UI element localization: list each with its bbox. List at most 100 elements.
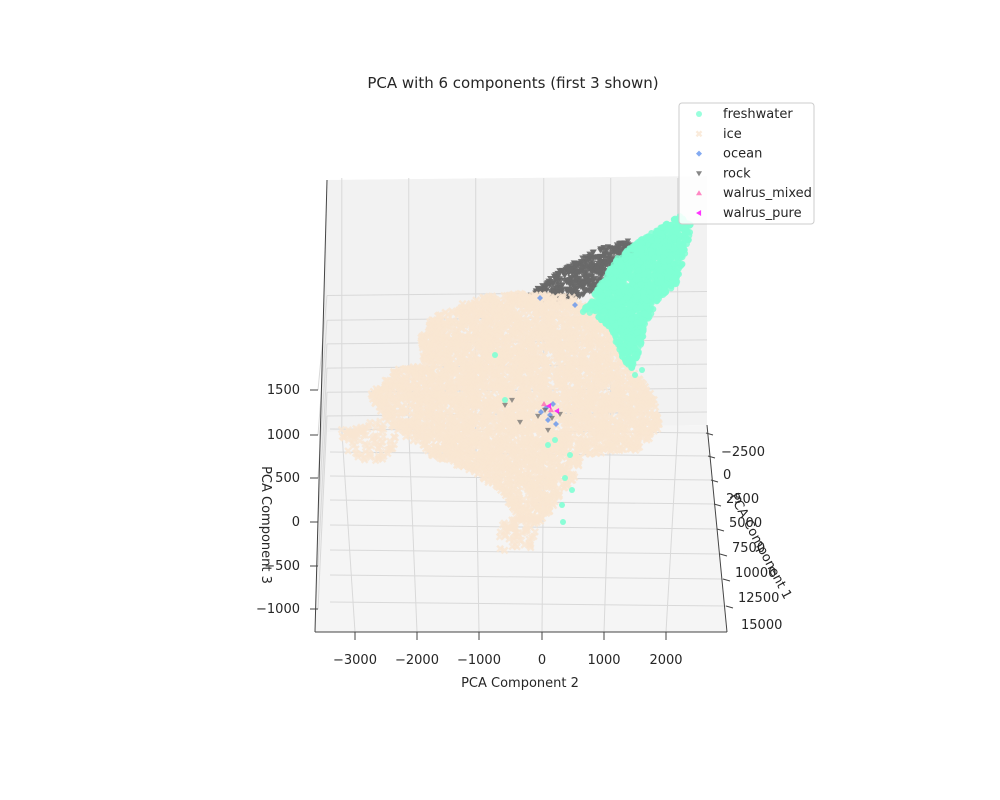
rock-cluster-point xyxy=(566,282,574,288)
ice-cluster-point xyxy=(452,368,461,377)
rock-cluster-point xyxy=(557,278,565,284)
ice-cluster-point xyxy=(552,371,561,381)
rock-cluster-point xyxy=(576,294,583,300)
rock-cluster-point xyxy=(594,254,601,260)
z-grid-floor xyxy=(329,574,724,580)
rock-cluster-point xyxy=(585,273,593,280)
rock-cluster-point xyxy=(552,291,560,297)
z-grid-floor xyxy=(329,549,721,555)
ice-cluster-point xyxy=(502,476,511,485)
ice-cluster-point xyxy=(446,369,455,379)
ice-cluster-point xyxy=(601,407,610,416)
ice-cluster-point xyxy=(615,446,624,455)
rock-cluster-point xyxy=(590,249,597,255)
rock-cluster-point xyxy=(572,277,579,284)
ice-cluster-point xyxy=(500,291,509,300)
ice-cluster-point xyxy=(450,362,459,371)
ice-cluster-point xyxy=(494,454,504,463)
rock-cluster-point xyxy=(588,264,595,271)
ice-cluster-point xyxy=(504,333,513,342)
ice-cluster-point xyxy=(468,322,477,331)
ice-cluster-point xyxy=(371,398,380,408)
rock-cluster-point xyxy=(560,268,567,274)
ice-cluster-point xyxy=(563,433,572,442)
rock-cluster-point xyxy=(603,248,610,254)
rock-cluster-point xyxy=(582,275,590,282)
rock-cluster-point xyxy=(559,282,566,289)
ice-cluster-point xyxy=(524,337,533,346)
ice-cluster-point xyxy=(508,384,517,394)
ice-cluster-point xyxy=(580,330,589,339)
rock-cluster-point xyxy=(606,260,613,266)
ice-cluster-point xyxy=(431,442,440,451)
rock-cluster-point xyxy=(617,247,625,253)
rock-cluster-point xyxy=(534,286,542,292)
rock-cluster-point xyxy=(584,287,592,294)
x-grid-floor xyxy=(665,429,679,633)
z-grid-floor xyxy=(329,601,727,607)
ice-cluster-point xyxy=(576,426,585,435)
rock-cluster-point xyxy=(555,271,562,277)
rock-cluster-point xyxy=(597,246,605,252)
ice-cluster-point xyxy=(597,441,606,451)
ice-cluster-point xyxy=(417,333,426,342)
rock-cluster-point xyxy=(601,251,608,258)
ice-cluster-point xyxy=(540,450,549,459)
ice-cluster-point xyxy=(630,397,639,406)
ice-cluster-point xyxy=(429,451,438,460)
ice-cluster-point xyxy=(573,370,582,379)
rock-cluster-point xyxy=(594,278,602,284)
rock-cluster-point xyxy=(544,280,551,286)
x-grid-floor xyxy=(341,429,356,633)
ice-cluster-point xyxy=(450,344,459,353)
ice-cluster-point xyxy=(484,476,493,485)
ice-cluster-point xyxy=(568,377,577,386)
rock-cluster-point xyxy=(555,281,562,287)
y-grid-side xyxy=(317,368,328,523)
ice-cluster-point xyxy=(558,353,567,363)
ice-cluster-point xyxy=(654,420,664,429)
ice-cluster-point xyxy=(600,380,609,389)
data-clusters xyxy=(337,213,694,555)
rock-cluster-point xyxy=(583,266,590,272)
ice-cluster-point xyxy=(605,340,614,349)
ice-cluster-point xyxy=(545,395,554,404)
rock-cluster-point xyxy=(575,283,583,289)
ice-cluster-point xyxy=(390,422,399,431)
rock-cluster-point xyxy=(549,286,557,293)
ice-cluster-point xyxy=(523,483,532,493)
ice-cluster-point xyxy=(514,311,523,320)
rock-cluster-point xyxy=(540,286,547,292)
ice-cluster-point xyxy=(485,375,494,384)
rock-cluster-point xyxy=(599,266,607,273)
ice-cluster-point xyxy=(390,382,399,391)
ice-cluster-point xyxy=(541,367,550,376)
ice-cluster-point xyxy=(440,356,449,365)
rock-cluster-point xyxy=(590,255,598,262)
ice-cluster-point xyxy=(412,403,421,412)
ice-cluster-point xyxy=(535,476,544,485)
rock-cluster-point xyxy=(570,260,578,266)
ice-cluster-point xyxy=(472,385,481,394)
ice-cluster-point xyxy=(609,380,618,389)
rock-cluster-point xyxy=(615,241,623,247)
rock-cluster-point xyxy=(584,279,592,285)
ice-cluster-point xyxy=(611,387,620,396)
rock-cluster-point xyxy=(581,286,588,293)
ice-cluster xyxy=(367,289,664,528)
ice-cluster-point xyxy=(465,301,475,310)
rock-cluster-point xyxy=(566,268,573,275)
ice-cluster-point xyxy=(599,364,608,373)
ice-cluster-point xyxy=(452,338,461,348)
ice-cluster-point xyxy=(586,344,595,353)
rock-cluster-point xyxy=(601,256,608,262)
ice-cluster-point xyxy=(571,358,580,367)
ice-cluster-point xyxy=(496,443,505,453)
x-grid-floor xyxy=(408,429,418,633)
rock-cluster-point xyxy=(594,269,602,275)
rock-cluster-point xyxy=(577,259,585,265)
ice-cluster-point xyxy=(637,400,646,409)
ice-cluster-point xyxy=(595,435,604,444)
ice-cluster-point xyxy=(518,342,527,351)
